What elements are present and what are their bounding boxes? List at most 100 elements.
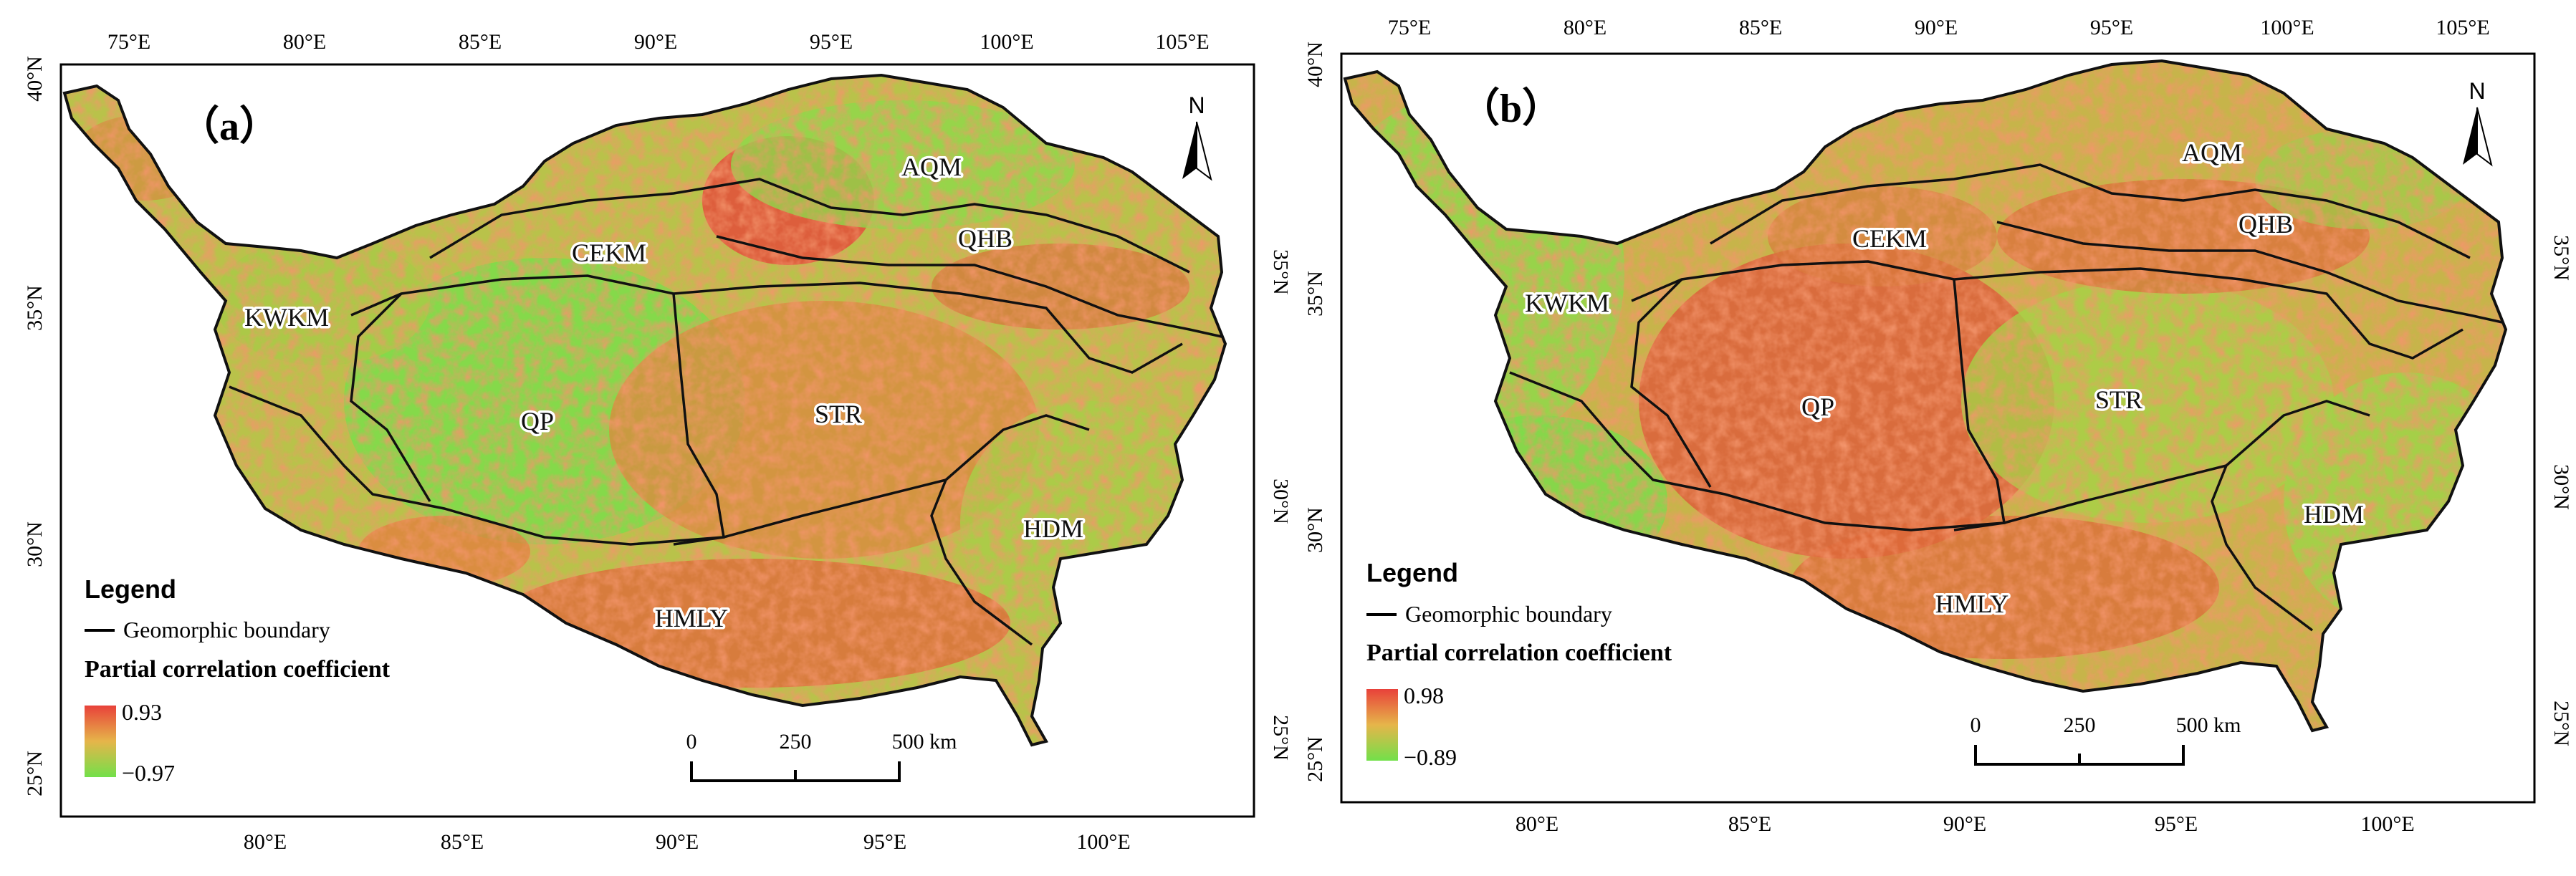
svg-text:100°E: 100°E bbox=[1076, 830, 1130, 854]
top-ticks: 75°E 80°E 85°E 90°E 95°E 100°E 105°E bbox=[107, 30, 1210, 54]
legend-title: Legend bbox=[85, 574, 176, 604]
map-b-svg: AQM QHB CEKM KWKM QP STR HDM HMLY （b） N … bbox=[1303, 16, 2573, 836]
raster-layer bbox=[1345, 61, 2506, 731]
region-label-qhb: QHB bbox=[2239, 210, 2293, 239]
left-ticks: 40°N 35°N 30°N 25°N bbox=[23, 56, 47, 796]
region-label-qp: QP bbox=[1801, 393, 1834, 421]
region-label-aqm: AQM bbox=[2182, 138, 2242, 167]
region-label-str: STR bbox=[815, 400, 862, 428]
legend-boundary-label: Geomorphic boundary bbox=[123, 617, 330, 642]
svg-text:35°N: 35°N bbox=[1303, 271, 1327, 317]
svg-text:90°E: 90°E bbox=[1915, 16, 1958, 39]
svg-text:100°E: 100°E bbox=[980, 30, 1033, 54]
svg-text:40°N: 40°N bbox=[1303, 42, 1327, 87]
svg-text:85°E: 85°E bbox=[1739, 16, 1782, 39]
svg-text:80°E: 80°E bbox=[283, 30, 326, 54]
legend-max: 0.98 bbox=[1404, 683, 1444, 708]
north-arrow-icon: N bbox=[1182, 92, 1212, 181]
legend: Legend Geomorphic boundary Partial corre… bbox=[1366, 558, 1672, 770]
geomorphic-boundaries bbox=[1509, 163, 2503, 632]
map-frame bbox=[59, 63, 1255, 818]
svg-text:250: 250 bbox=[780, 730, 812, 754]
scale-bar: 0 250 500 km bbox=[1971, 713, 2241, 766]
geomorphic-boundaries bbox=[229, 178, 1222, 646]
legend: Legend Geomorphic boundary Partial corre… bbox=[85, 574, 391, 786]
color-ramp bbox=[85, 706, 116, 777]
svg-text:90°E: 90°E bbox=[656, 830, 699, 854]
svg-text:80°E: 80°E bbox=[1516, 812, 1558, 836]
region-label-hmly: HMLY bbox=[655, 604, 728, 632]
svg-text:95°E: 95°E bbox=[2155, 812, 2198, 836]
region-label-cekm: CEKM bbox=[1852, 224, 1927, 253]
svg-text:30°N: 30°N bbox=[23, 521, 47, 567]
region-label-aqm: AQM bbox=[901, 153, 962, 181]
right-ticks: 35°N 30°N 25°N bbox=[2549, 235, 2573, 746]
map-a-svg: AQM QHB CEKM KWKM QP STR HDM HMLY （a） N … bbox=[23, 30, 1288, 854]
bottom-ticks: 80°E 85°E 90°E 95°E 100°E bbox=[1516, 812, 2415, 836]
panel-label: （a） bbox=[179, 104, 279, 149]
svg-text:90°E: 90°E bbox=[634, 30, 677, 54]
svg-text:75°E: 75°E bbox=[1388, 16, 1431, 39]
svg-text:30°N: 30°N bbox=[1303, 507, 1327, 553]
raster-layer bbox=[64, 75, 1225, 745]
scale-bar: 0 250 500 km bbox=[686, 730, 957, 782]
svg-text:25°N: 25°N bbox=[1303, 736, 1327, 782]
svg-text:95°E: 95°E bbox=[810, 30, 853, 54]
region-label-kwkm: KWKM bbox=[1525, 289, 1609, 317]
svg-text:35°N: 35°N bbox=[1269, 249, 1288, 295]
svg-text:250: 250 bbox=[2064, 713, 2096, 737]
plateau-outline bbox=[62, 73, 1227, 747]
legend-min: −0.97 bbox=[122, 760, 175, 786]
right-ticks: 35°N 30°N 25°N bbox=[1269, 249, 1288, 761]
map-panel-b: AQM QHB CEKM KWKM QP STR HDM HMLY （b） N … bbox=[1288, 0, 2575, 876]
bottom-ticks: 80°E 85°E 90°E 95°E 100°E bbox=[244, 830, 1131, 854]
svg-text:85°E: 85°E bbox=[441, 830, 484, 854]
svg-text:25°N: 25°N bbox=[2549, 701, 2573, 746]
svg-text:105°E: 105°E bbox=[1155, 30, 1209, 54]
svg-text:85°E: 85°E bbox=[459, 30, 502, 54]
legend-min: −0.89 bbox=[1404, 744, 1457, 770]
region-label-cekm: CEKM bbox=[572, 239, 646, 267]
region-label-qp: QP bbox=[521, 407, 554, 435]
svg-text:35°N: 35°N bbox=[23, 285, 47, 331]
svg-text:30°N: 30°N bbox=[1269, 478, 1288, 524]
svg-text:95°E: 95°E bbox=[2090, 16, 2133, 39]
svg-text:0: 0 bbox=[1971, 713, 1981, 737]
left-ticks: 40°N 35°N 30°N 25°N bbox=[1303, 42, 1327, 782]
legend-max: 0.93 bbox=[122, 699, 162, 725]
legend-coef-label: Partial correlation coefficient bbox=[85, 656, 391, 683]
top-ticks: 75°E 80°E 85°E 90°E 95°E 100°E 105°E bbox=[1388, 16, 2490, 39]
svg-text:100°E: 100°E bbox=[2360, 812, 2414, 836]
color-ramp bbox=[1366, 689, 1398, 761]
svg-text:N: N bbox=[1188, 92, 1205, 118]
region-label-kwkm: KWKM bbox=[244, 303, 329, 332]
svg-text:25°N: 25°N bbox=[23, 751, 47, 796]
svg-text:80°E: 80°E bbox=[1564, 16, 1607, 39]
map-frame bbox=[1340, 52, 2536, 804]
svg-text:30°N: 30°N bbox=[2549, 464, 2573, 510]
plateau-outline bbox=[1343, 59, 2508, 733]
svg-text:95°E: 95°E bbox=[863, 830, 906, 854]
region-label-str: STR bbox=[2095, 385, 2142, 414]
north-arrow-icon: N bbox=[2463, 78, 2493, 167]
legend-title: Legend bbox=[1366, 558, 1458, 587]
svg-text:105°E: 105°E bbox=[2436, 16, 2489, 39]
svg-text:85°E: 85°E bbox=[1728, 812, 1771, 836]
svg-text:0: 0 bbox=[686, 730, 697, 754]
region-label-hdm: HDM bbox=[1023, 514, 1083, 543]
svg-text:40°N: 40°N bbox=[23, 56, 47, 102]
svg-text:500 km: 500 km bbox=[892, 730, 957, 754]
region-label-hmly: HMLY bbox=[1935, 589, 2008, 618]
svg-text:75°E: 75°E bbox=[107, 30, 150, 54]
svg-text:80°E: 80°E bbox=[244, 830, 287, 854]
svg-text:90°E: 90°E bbox=[1943, 812, 1986, 836]
legend-boundary-label: Geomorphic boundary bbox=[1405, 601, 1612, 627]
svg-text:500 km: 500 km bbox=[2176, 713, 2241, 737]
region-label-qhb: QHB bbox=[958, 224, 1012, 253]
panel-label: （b） bbox=[1460, 86, 1562, 131]
svg-text:35°N: 35°N bbox=[2549, 235, 2573, 281]
map-panel-a: AQM QHB CEKM KWKM QP STR HDM HMLY （a） N … bbox=[23, 30, 1288, 854]
region-label-hdm: HDM bbox=[2304, 500, 2364, 529]
svg-text:25°N: 25°N bbox=[1269, 715, 1288, 761]
svg-text:N: N bbox=[2469, 78, 2485, 104]
